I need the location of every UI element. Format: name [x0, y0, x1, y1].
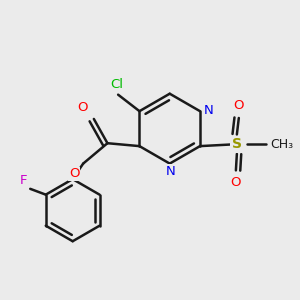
Text: S: S — [232, 137, 242, 151]
Text: CH₃: CH₃ — [270, 138, 293, 151]
Text: O: O — [231, 176, 241, 189]
Text: O: O — [69, 167, 79, 181]
Text: O: O — [234, 99, 244, 112]
Text: F: F — [20, 174, 27, 187]
Text: Cl: Cl — [111, 78, 124, 91]
Text: N: N — [166, 165, 175, 178]
Text: N: N — [204, 104, 214, 117]
Text: O: O — [77, 101, 88, 114]
